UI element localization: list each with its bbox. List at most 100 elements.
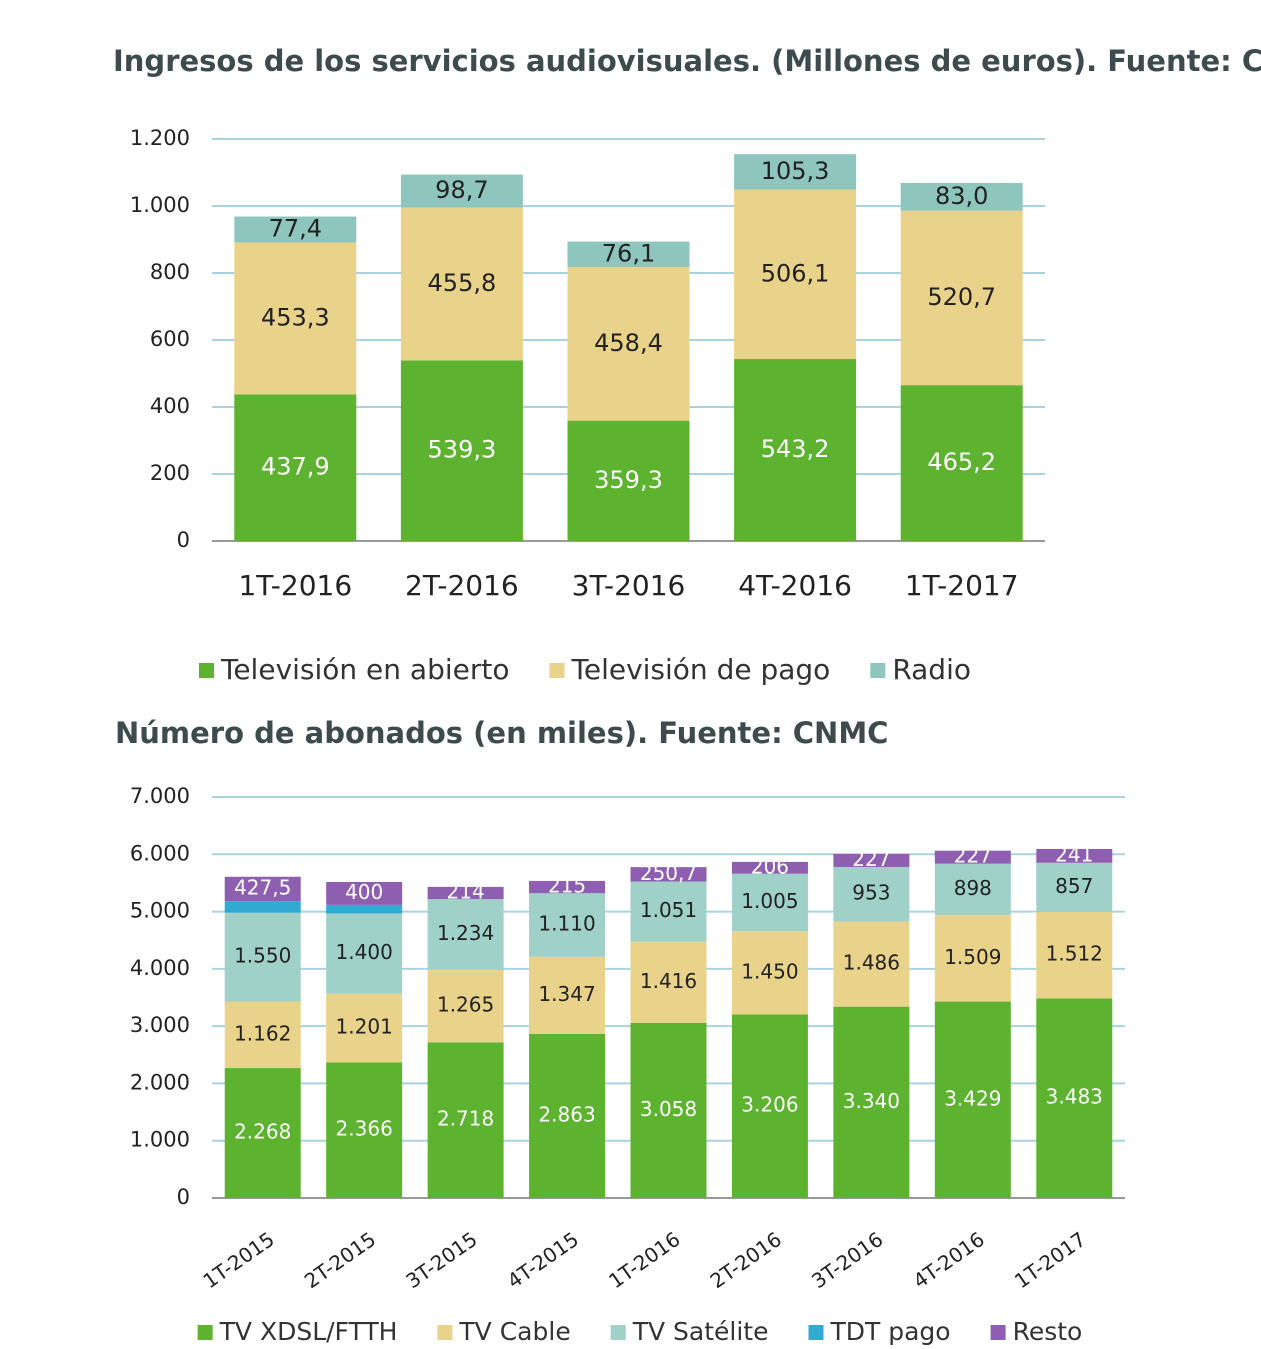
y-tick-label: 3.000	[130, 1013, 190, 1037]
data-label: 1.347	[538, 982, 595, 1006]
bar-segment	[234, 394, 357, 541]
bar-segment	[1036, 998, 1113, 1198]
bar-segment	[934, 863, 1011, 916]
bar-segment	[833, 1006, 910, 1198]
data-label: 3.058	[640, 1097, 697, 1121]
y-tick-label: 800	[150, 260, 190, 284]
bar-segment	[731, 873, 808, 932]
data-label: 3.429	[944, 1086, 1001, 1110]
x-tick-label: 1T-2016	[238, 569, 352, 602]
bar-segment	[934, 1001, 1011, 1198]
chart-title: Ingresos de los servicios audiovisuales.…	[113, 44, 1261, 78]
data-label: 1.051	[640, 898, 697, 922]
x-tick-label: 2T-2016	[405, 569, 519, 602]
data-label: 2.863	[538, 1102, 595, 1126]
y-tick-label: 0	[177, 528, 190, 552]
data-label: 105,3	[761, 157, 830, 185]
bar-segment	[567, 267, 690, 421]
x-tick-label: 4T-2016	[738, 569, 852, 602]
data-label: 458,4	[594, 329, 663, 357]
data-label: 1.486	[843, 951, 900, 975]
legend-label: TV Cable	[458, 1317, 570, 1346]
bar-segment	[567, 420, 690, 541]
data-label: 83,0	[935, 182, 988, 210]
data-label: 543,2	[761, 435, 830, 463]
y-tick-label: 0	[177, 1185, 190, 1209]
x-tick-label: 1T-2017	[1010, 1227, 1090, 1293]
bar-segment	[833, 866, 910, 922]
bar-segment	[326, 913, 403, 994]
bar-segment	[833, 921, 910, 1007]
bar-segment	[567, 241, 690, 268]
bar-segment	[934, 850, 1011, 864]
legend-marker	[870, 663, 886, 678]
bar-segment	[900, 182, 1023, 211]
data-label: 1.509	[944, 945, 1001, 969]
x-tick-label: 1T-2016	[604, 1227, 684, 1293]
bar-segment	[734, 359, 857, 541]
data-label: 1.110	[538, 912, 595, 936]
x-tick-label: 3T-2016	[807, 1227, 887, 1293]
data-label: 400	[345, 880, 383, 904]
chart-title: Número de abonados (en miles). Fuente: C…	[115, 716, 888, 750]
data-label: 1.400	[336, 940, 393, 964]
bar-segment	[234, 216, 357, 243]
y-tick-label: 600	[150, 327, 190, 351]
x-tick-label: 4T-2015	[503, 1227, 583, 1293]
legend-marker	[990, 1325, 1006, 1340]
legend-label: Televisión de pago	[571, 653, 831, 686]
data-label: 77,4	[269, 214, 322, 242]
data-label: 898	[954, 876, 992, 900]
bar-segment	[400, 207, 523, 361]
data-label: 1.550	[234, 944, 291, 968]
bar-segment	[630, 881, 707, 942]
data-label: 1.512	[1046, 942, 1103, 966]
y-tick-label: 4.000	[130, 956, 190, 980]
bar-segment	[1036, 911, 1113, 999]
bar-segment	[427, 899, 504, 970]
data-label: 250,7	[640, 861, 697, 885]
data-label: 359,3	[594, 466, 663, 494]
data-label: 241	[1055, 842, 1093, 866]
data-label: 98,7	[435, 176, 488, 204]
data-label: 520,7	[927, 283, 996, 311]
y-tick-label: 5.000	[130, 899, 190, 923]
y-tick-label: 1.000	[130, 193, 190, 217]
bar-segment	[630, 941, 707, 1023]
data-label: 437,9	[261, 453, 330, 481]
bar-segment	[224, 901, 301, 913]
data-label: 453,3	[261, 303, 330, 331]
legend-marker	[808, 1325, 824, 1340]
data-label: 3.483	[1046, 1085, 1103, 1109]
bar-segment	[326, 993, 403, 1063]
legend-label: TDT pago	[829, 1317, 950, 1346]
legend-marker	[198, 663, 214, 678]
data-label: 3.340	[843, 1089, 900, 1113]
y-tick-label: 7.000	[130, 784, 190, 808]
data-label: 3.206	[741, 1093, 798, 1117]
bar-segment	[630, 867, 707, 882]
y-tick-label: 2.000	[130, 1070, 190, 1094]
bar-segment	[400, 360, 523, 541]
bar-segment	[326, 904, 403, 914]
bar-segment	[529, 1033, 606, 1198]
bar-segment	[224, 1068, 301, 1198]
bar-segment	[529, 880, 606, 894]
y-tick-label: 1.000	[130, 1128, 190, 1152]
legend-label: Resto	[1013, 1317, 1083, 1346]
data-label: 214	[447, 880, 485, 904]
bar-segment	[900, 385, 1023, 541]
x-tick-label: 1T-2015	[198, 1227, 278, 1293]
bar-segment	[529, 893, 606, 957]
bar-segment	[833, 853, 910, 867]
data-label: 506,1	[761, 259, 830, 287]
x-tick-label: 2T-2016	[706, 1227, 786, 1293]
data-label: 1.005	[741, 889, 798, 913]
bar-segment	[934, 915, 1011, 1002]
data-label: 1.450	[741, 959, 798, 983]
bar-segment	[731, 861, 808, 874]
x-tick-label: 2T-2015	[300, 1227, 380, 1293]
bar-segment	[427, 886, 504, 900]
data-label: 227	[852, 847, 890, 871]
